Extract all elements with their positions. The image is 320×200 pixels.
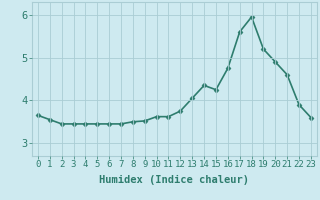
X-axis label: Humidex (Indice chaleur): Humidex (Indice chaleur) — [100, 175, 249, 185]
